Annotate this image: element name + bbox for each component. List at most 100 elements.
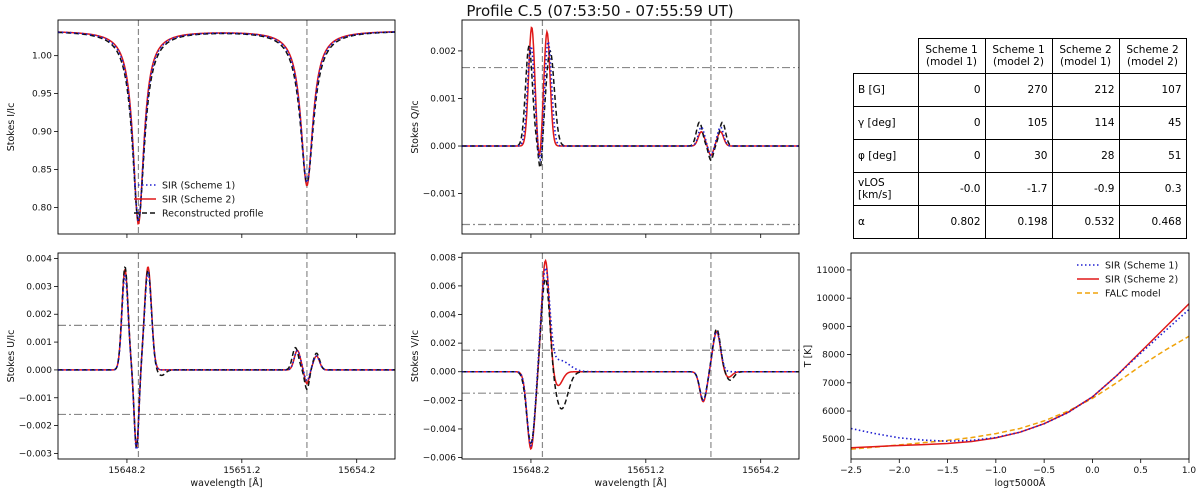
row-label: vLOS [km/s] [853,172,919,206]
legend-label-falc-model: FALC model [1105,289,1161,300]
y-tick-label: 10000 [816,294,845,304]
y-tick-label: −0.006 [423,454,457,464]
row-label: α [853,205,919,239]
series-line-sir-scheme-1 [462,266,799,448]
stokes-q-panel: −0.001 0.000 0.001 0.002 Stokes Q/Ic [410,19,800,238]
table-cell: 0 [917,73,986,107]
x-tick-label: 15654.2 [338,466,375,476]
parameter-table: Scheme 1 (model 1) Scheme 1 (model 2) Sche… [853,38,1187,239]
x-tick-label: 15651.2 [627,466,664,476]
series-line-reconstructed-profile [58,31,395,222]
series-line-sir-scheme-2 [58,266,395,448]
y-tick-label: 8000 [822,351,845,361]
x-axis-label: wavelength [Å] [190,477,262,489]
series-line-sir-scheme-1 [462,39,799,162]
y-tick-label: 0.008 [430,253,456,263]
axes-frame [850,252,1190,460]
y-tick-label: 0.95 [32,90,52,100]
table-header-cell: Scheme 1 (model 1) [917,38,986,74]
table-cell: -1.7 [984,172,1053,206]
x-tick-label: −1.0 [985,466,1007,476]
figure-title: Profile C.5 (07:53:50 - 07:55:59 UT) [466,2,734,20]
axes-frame [461,252,800,460]
table-header-cell: Scheme 2 (model 1) [1051,38,1120,74]
x-axis-label: wavelength [Å] [594,477,666,489]
y-tick-label: 0.80 [32,203,52,213]
legend-label-reconstructed-profile: Reconstructed profile [162,209,264,220]
table-corner [854,39,919,74]
stokes-u-panel: −0.003 −0.002 −0.001 0.000 0.001 0.002 0.003 0.… [6,252,396,489]
y-axis-label: Stokes V/Ic [410,330,421,382]
y-tick-label: −0.001 [423,190,456,200]
y-tick-label: 5000 [822,435,845,445]
x-tick-label: 15651.2 [223,466,260,476]
y-tick-label: 7000 [822,379,845,389]
y-tick-label: 0.000 [430,368,456,378]
x-tick-label: 0.0 [1085,466,1100,476]
table-cell: 0.532 [1051,205,1120,239]
y-tick-label: 1.00 [32,52,52,62]
x-tick-label: 0.5 [1134,466,1148,476]
table-cell: 212 [1051,73,1120,107]
table-cell: 0 [917,106,986,140]
y-tick-label: −0.002 [423,396,456,406]
x-tick-label: 15648.2 [108,466,145,476]
axes-frame [57,19,396,235]
stokes-v-panel: −0.006 −0.004 −0.002 0.000 0.002 0.004 0.006 0.… [410,252,800,489]
y-tick-label: 6000 [822,407,845,417]
series-line-sir-scheme-1 [851,308,1189,443]
table-row: γ [deg] 0 105 114 45 [853,106,1187,140]
table-row: B [G] 0 270 212 107 [853,73,1187,107]
table-row: vLOS [km/s] -0.0 -1.7 -0.9 0.3 [853,172,1187,206]
temperature-panel: 5000 6000 7000 8000 9000 10000 11000 −2.5 −2.0 −1… [803,252,1197,489]
series-line-reconstructed-profile [462,45,799,170]
y-tick-label: 0.003 [26,282,52,292]
y-axis-label: Stokes I/Ic [6,103,17,152]
table-header-cell: Scheme 2 (model 2) [1118,38,1187,74]
series-line-sir-scheme-2 [58,31,395,225]
series-line-sir-scheme-1 [58,31,395,222]
x-tick-label: 15648.2 [512,466,549,476]
y-tick-label: 0.002 [430,339,456,349]
y-tick-label: 0.001 [26,338,52,348]
table-cell: 114 [1051,106,1120,140]
x-tick-label: 1.0 [1182,466,1197,476]
y-tick-label: 0.006 [430,282,456,292]
y-tick-label: −0.001 [19,394,52,404]
table-cell: 107 [1118,73,1187,107]
table-cell: -0.0 [917,172,986,206]
y-axis-label: Stokes Q/Ic [410,100,421,153]
table-cell: 105 [984,106,1053,140]
row-label: B [G] [853,73,919,107]
table-cell: 51 [1118,139,1187,173]
legend-label-sir-scheme-2: SIR (Scheme 2) [1105,275,1178,286]
x-axis-label: logτ5000Å [995,477,1046,489]
y-tick-label: 0.004 [430,311,456,321]
axes-frame [461,19,800,235]
stokes-i-panel: 0.80 0.85 0.90 0.95 1.00 Stokes I/Ic SIR (Sche… [6,19,396,238]
y-tick-label: −0.004 [423,425,457,435]
y-tick-label: 11000 [816,266,845,276]
table-cell: 30 [984,139,1053,173]
series-line-reconstructed-profile [58,266,395,448]
table-row: α 0.802 0.198 0.532 0.468 [853,205,1187,239]
row-label: φ [deg] [853,139,919,173]
x-tick-label: −1.5 [937,466,959,476]
x-tick-label: 15654.2 [742,466,779,476]
series-line-falc-model [851,335,1189,450]
series-line-sir-scheme-2 [851,303,1189,449]
plot-area [462,20,799,234]
table-cell: 28 [1051,139,1120,173]
y-tick-label: 0.90 [32,128,52,138]
x-tick-label: −2.5 [840,466,862,476]
y-tick-label: 0.85 [32,165,52,175]
legend-label-sir-scheme-1: SIR (Scheme 1) [1105,261,1178,272]
table-cell: 0.3 [1118,172,1187,206]
y-axis-label: Stokes U/Ic [6,330,17,383]
table-cell: 0.468 [1118,205,1187,239]
legend-label-sir-scheme-1: SIR (Scheme 1) [162,181,235,192]
y-tick-label: 0.002 [26,310,52,320]
x-tick-label: −0.5 [1033,466,1055,476]
table-cell: -0.9 [1051,172,1120,206]
